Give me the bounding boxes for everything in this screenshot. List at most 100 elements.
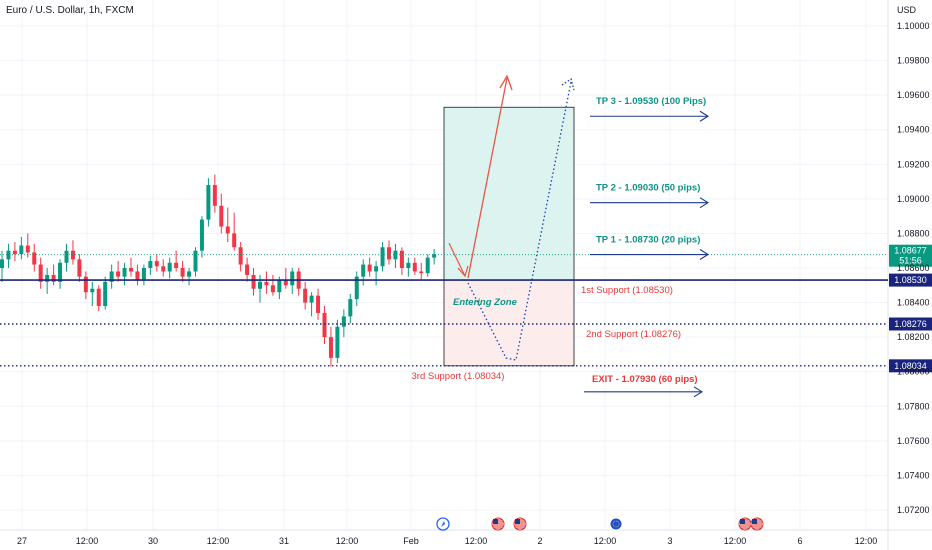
time-tick-label: 2 [537, 536, 542, 546]
support-price-tag [889, 359, 932, 373]
candle-body [32, 252, 37, 265]
us-flag-canton [515, 519, 520, 524]
exit-arrow-head [693, 386, 704, 398]
support-price-tag [889, 317, 932, 331]
price-tick-label: 1.09600 [897, 90, 930, 100]
us-flag-icon[interactable] [750, 517, 764, 531]
us-flag-icon[interactable] [513, 517, 527, 531]
candle-body [12, 250, 17, 255]
candle [174, 250, 179, 272]
price-tick-label: 1.07200 [897, 505, 930, 515]
price-tick-label: 1.10000 [897, 21, 930, 31]
candle-body [322, 312, 327, 338]
candle [103, 276, 108, 310]
candle [412, 257, 417, 275]
candle-body [264, 281, 269, 286]
time-tick-label: 12:00 [76, 536, 99, 546]
time-tick-label: 12:00 [594, 536, 617, 546]
candle-body [328, 337, 333, 358]
candle [354, 271, 359, 307]
candle [393, 243, 398, 268]
candle [45, 268, 50, 294]
price-tick-label: 1.07800 [897, 401, 930, 411]
candle-body [219, 205, 224, 227]
price-tick-label: 1.08800 [897, 228, 930, 238]
price-axis[interactable]: 1.10000 1.09800 1.09600 1.09400 1.09200 1.090… [897, 21, 930, 515]
bull-arrow-head [499, 74, 513, 91]
candle-body [58, 262, 63, 282]
current-price-tag [889, 244, 932, 267]
candle-body [432, 254, 437, 258]
entry-arrow [448, 242, 466, 277]
candle [122, 262, 127, 286]
candle-body [19, 245, 24, 255]
event-markers[interactable] [436, 517, 764, 531]
candle [238, 242, 243, 272]
candle-body [38, 264, 43, 282]
eu-flag-stars [612, 520, 620, 528]
support-label: 3rd Support (1.08034) [412, 371, 505, 382]
us-flag-icon[interactable] [491, 517, 505, 531]
time-tick-label: 3 [667, 536, 672, 546]
price-tick-label: 1.08000 [897, 367, 930, 377]
time-tick-label: 12:00 [336, 536, 359, 546]
candle-body [232, 233, 237, 248]
time-axis[interactable]: 27 12:00 30 12:00 31 12:00 Feb 12:00 2 12:00 3 12:0… [17, 536, 877, 546]
candle-body [380, 247, 385, 267]
us-flag-canton [752, 519, 757, 524]
candle-body [341, 316, 346, 327]
support-price-tag-text: 1.08034 [894, 361, 927, 371]
chart-title: Euro / U.S. Dollar, 1h, FXCM [6, 5, 134, 16]
target-arrow-head [699, 197, 710, 209]
candle [90, 281, 95, 307]
candle-body [258, 281, 262, 289]
candle [432, 248, 437, 265]
candle [167, 257, 172, 279]
candle [374, 261, 379, 286]
price-tick-label: 1.08200 [897, 332, 930, 342]
candle [212, 174, 217, 213]
candle [225, 207, 230, 243]
candle-body [90, 288, 95, 293]
us-flag-canton [493, 519, 498, 524]
candle-body [116, 271, 121, 277]
time-tick-label: 12:00 [724, 536, 747, 546]
candle-body [77, 259, 82, 277]
flag-event-icon[interactable] [436, 517, 450, 531]
candle [328, 326, 333, 367]
support-label: 1st Support (1.08530) [581, 285, 673, 296]
current-price-value: 1.08677 [894, 246, 927, 256]
entry-arrow-head [457, 265, 469, 278]
candle [154, 254, 159, 272]
time-tick-label: 12:00 [855, 536, 878, 546]
price-tick-label: 1.08600 [897, 263, 930, 273]
candle [283, 268, 288, 289]
candle [348, 293, 353, 324]
candle-body [251, 274, 256, 289]
candle [335, 319, 340, 364]
candle [316, 288, 321, 320]
support-label: 2nd Support (1.08276) [586, 329, 681, 340]
candle [399, 247, 404, 275]
candle [58, 259, 63, 289]
us-flag-icon[interactable] [738, 517, 752, 531]
eu-flag-icon[interactable] [609, 517, 623, 531]
candle [51, 264, 56, 286]
support-price-tag [889, 273, 932, 287]
candle [406, 257, 411, 277]
entering-zone-box [443, 279, 575, 367]
bull-arrow [467, 77, 508, 279]
candle [419, 262, 424, 281]
candle [290, 268, 295, 294]
candle-body [419, 271, 424, 274]
candle [83, 271, 88, 300]
candle [187, 268, 192, 286]
candle [322, 306, 327, 345]
candle [19, 236, 24, 260]
candle-body [25, 245, 30, 253]
position-boxes [443, 106, 575, 367]
target-arrow-head [699, 110, 710, 122]
candle-body [290, 271, 295, 286]
candle-body [406, 262, 411, 268]
